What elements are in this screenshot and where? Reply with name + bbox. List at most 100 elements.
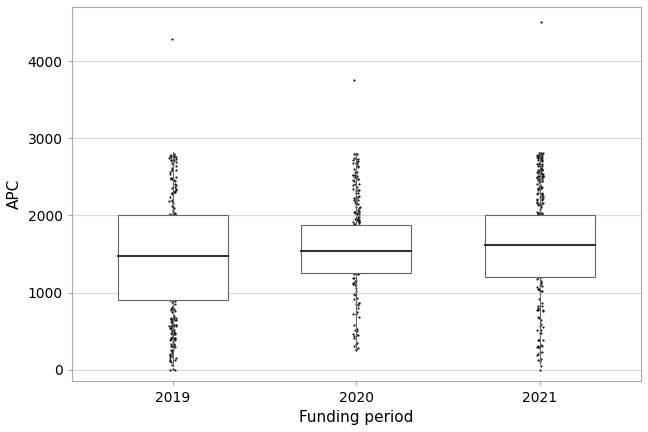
- Point: [353, 214, 364, 221]
- Point: [533, 232, 544, 238]
- Point: [354, 264, 365, 270]
- Point: [168, 315, 179, 322]
- Point: [166, 232, 176, 239]
- Point: [538, 270, 548, 277]
- Point: [536, 252, 546, 259]
- Point: [537, 172, 548, 179]
- Point: [535, 243, 545, 250]
- Point: [535, 240, 545, 247]
- Point: [533, 216, 544, 223]
- Point: [537, 173, 548, 180]
- Point: [535, 160, 545, 167]
- Point: [537, 225, 547, 232]
- Point: [534, 212, 544, 219]
- Point: [351, 220, 361, 227]
- Point: [350, 260, 360, 267]
- Point: [534, 286, 544, 292]
- Point: [535, 216, 545, 222]
- Point: [537, 175, 548, 182]
- Point: [538, 216, 548, 222]
- Point: [537, 316, 547, 323]
- Point: [167, 348, 177, 355]
- Point: [533, 285, 543, 292]
- Point: [538, 150, 548, 157]
- Point: [166, 235, 176, 242]
- Point: [535, 230, 545, 237]
- Point: [167, 365, 178, 372]
- Point: [535, 228, 546, 235]
- Point: [537, 201, 547, 208]
- Point: [351, 243, 362, 250]
- Point: [535, 234, 545, 241]
- Point: [354, 255, 364, 262]
- Point: [536, 256, 546, 263]
- Point: [532, 153, 542, 160]
- Point: [537, 308, 548, 314]
- Point: [533, 184, 543, 191]
- Point: [164, 155, 174, 162]
- Point: [534, 213, 544, 220]
- Point: [348, 181, 358, 188]
- Point: [537, 256, 548, 263]
- Point: [537, 246, 548, 253]
- Point: [170, 268, 181, 275]
- Point: [532, 242, 542, 249]
- Point: [168, 328, 179, 335]
- Point: [349, 230, 359, 237]
- Point: [351, 237, 362, 244]
- Point: [538, 244, 548, 251]
- Point: [533, 162, 544, 169]
- Point: [353, 201, 364, 208]
- Point: [538, 261, 548, 268]
- Point: [538, 324, 548, 330]
- Point: [531, 245, 542, 251]
- Point: [349, 220, 359, 227]
- Point: [351, 265, 361, 272]
- Point: [168, 230, 178, 237]
- Point: [165, 262, 175, 269]
- Point: [351, 230, 361, 237]
- Point: [170, 290, 180, 297]
- Point: [531, 266, 542, 273]
- Point: [354, 216, 364, 223]
- Point: [535, 327, 546, 334]
- Point: [354, 245, 365, 251]
- Point: [534, 229, 544, 236]
- Point: [168, 261, 178, 268]
- Point: [166, 223, 176, 230]
- Point: [167, 218, 177, 225]
- Point: [349, 253, 360, 260]
- Point: [348, 281, 358, 288]
- Point: [354, 208, 364, 215]
- Point: [167, 159, 177, 166]
- Point: [165, 248, 175, 255]
- Point: [354, 245, 365, 252]
- Point: [352, 269, 362, 276]
- Point: [165, 296, 176, 303]
- Point: [533, 218, 544, 225]
- Point: [166, 322, 176, 329]
- Point: [535, 219, 546, 226]
- Point: [167, 318, 177, 324]
- Point: [535, 330, 546, 337]
- Point: [170, 214, 180, 221]
- Point: [349, 260, 360, 267]
- Point: [167, 304, 178, 311]
- Point: [352, 173, 362, 180]
- Point: [537, 233, 547, 240]
- Point: [168, 296, 179, 303]
- Point: [353, 164, 364, 171]
- Point: [537, 268, 547, 275]
- Point: [354, 267, 365, 274]
- Point: [536, 149, 546, 156]
- Point: [354, 253, 364, 260]
- Point: [350, 234, 360, 241]
- Point: [351, 227, 361, 234]
- Point: [170, 366, 180, 373]
- Point: [353, 249, 364, 256]
- Point: [170, 163, 181, 170]
- Point: [351, 251, 361, 257]
- Point: [535, 260, 546, 267]
- Point: [169, 289, 179, 295]
- Point: [535, 234, 545, 241]
